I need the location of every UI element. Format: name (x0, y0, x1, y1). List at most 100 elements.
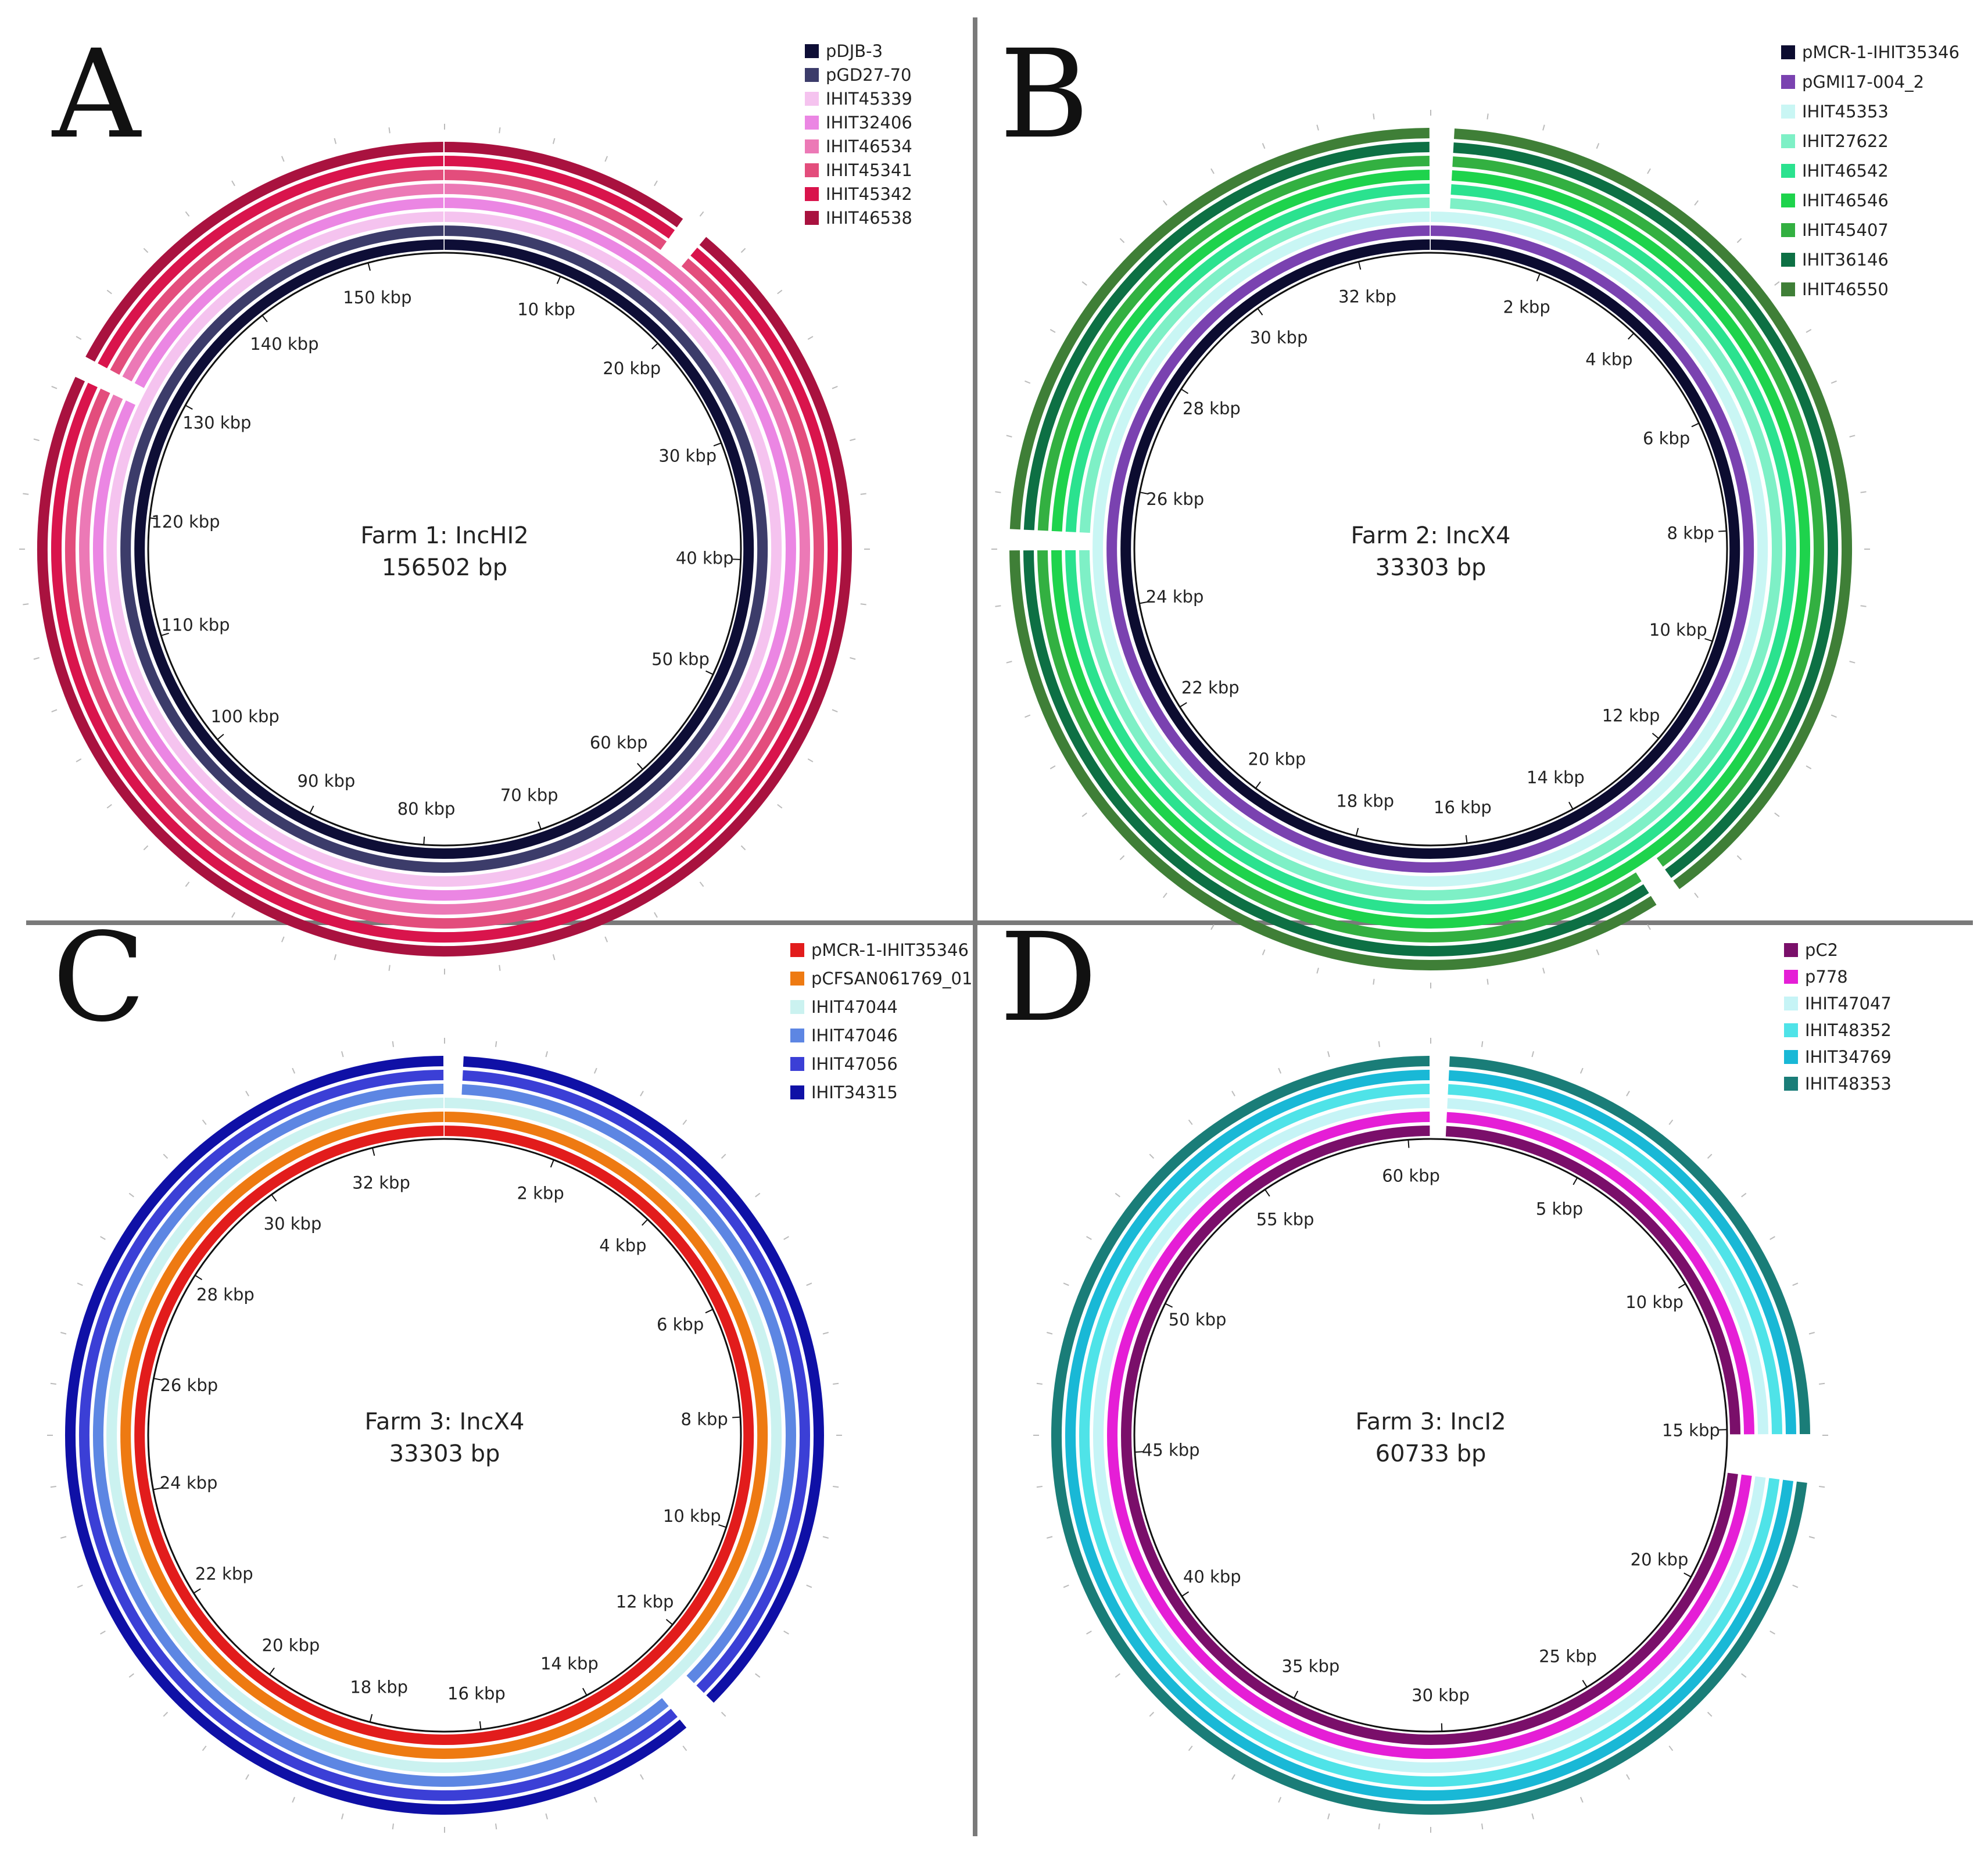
panel-c-outer-tick (822, 1332, 829, 1335)
panel-c-tick-label: 20 kbp (262, 1636, 320, 1655)
panel-b-outer-tick (1806, 329, 1812, 333)
panel-a-tick-label: 20 kbp (603, 359, 661, 378)
panel-d-tick-mark (1181, 1591, 1190, 1597)
panel-a-outer-tick (33, 657, 40, 660)
panel-a-outer-tick (499, 127, 501, 134)
panel-b-ring-ihit36146 (1023, 142, 1839, 957)
panel-a-outer-tick (807, 758, 814, 762)
panel-b-ring-pgmi17-004-2 (1106, 225, 1754, 873)
panel-b: B 2 kbp 4 kbp 6 kbp 8 kbp 10 kbp 12 kbp 14 kbp 1… (991, 23, 1960, 988)
panel-d-ring-segment (1448, 1084, 1782, 1435)
panel-a-outer-tick (552, 138, 556, 144)
panel-a-outer-tick (281, 156, 285, 162)
panel-d-outer-tick (1707, 1153, 1713, 1159)
panel-c-tick-mark (195, 1274, 203, 1281)
panel-b-ring-segment (1452, 156, 1824, 867)
panel-a-tick-label: 60 kbp (590, 733, 648, 752)
panel-b-outer-tick (1806, 765, 1812, 769)
panel-a-ring-ihit45342 (51, 156, 838, 943)
panel-b-ring-segment (1079, 198, 1782, 901)
panel-b-ring-segment (1009, 550, 1657, 970)
panel-c-tick-label: 24 kbp (160, 1473, 218, 1493)
panel-a-tick-mark (309, 805, 314, 814)
panel-c-tick-mark (550, 1159, 554, 1168)
panel-a-letter: A (51, 23, 142, 166)
panel-c-tick-mark (665, 1619, 673, 1625)
panel-c-tick-mark (732, 1416, 741, 1418)
panel-c-tick-mark (371, 1148, 375, 1156)
panel-c-outer-tick (163, 1153, 169, 1159)
panel-b-outer-tick (1647, 168, 1651, 174)
panel-a-outer-tick (76, 758, 82, 762)
panel-c: C 2 kbp 4 kbp 6 kbp 8 kbp 10 kbp 12 kbp 14 kbp 1… (47, 906, 972, 1833)
panel-b-outer-tick (1774, 281, 1780, 286)
panel-d-legend-swatch (1784, 1023, 1798, 1037)
panel-a-plasmid-size: 156502 bp (382, 554, 507, 581)
panel-d-ring-ihit34769 (1065, 1070, 1796, 1801)
panel-d-tick-label: 45 kbp (1142, 1440, 1200, 1460)
panel-a-outer-tick (832, 385, 838, 389)
panel-c-outer-tick (100, 1631, 106, 1635)
panel-b-legend-swatch (1781, 223, 1795, 237)
panel-c-tick-label: 4 kbp (599, 1236, 646, 1256)
panel-a-outer-tick (388, 127, 391, 134)
panel-c-ring-segment (120, 1112, 768, 1759)
panel-b-outer-tick (1736, 238, 1742, 243)
panel-d-tick-mark (1678, 1283, 1686, 1289)
panel-b-legend-label: IHIT45407 (1802, 220, 1889, 240)
panel-b-plasmid-title: Farm 2: IncX4 (1351, 522, 1511, 549)
panel-d-tick-label: 10 kbp (1625, 1292, 1683, 1312)
panel-c-outer-tick (721, 1153, 726, 1159)
panel-a: A 10 kbp 20 kbp 30 kbp 40 kbp 50 kbp 60 kbp 70 … (19, 23, 912, 974)
panel-a-tick-label: 70 kbp (500, 786, 558, 805)
panel-d-ring-ihit47047 (1093, 1098, 1768, 1773)
panel-d-tick-label: 30 kbp (1412, 1686, 1470, 1705)
panel-b-outer-tick (995, 605, 1001, 607)
panel-d-outer-tick (1741, 1673, 1747, 1678)
panel-b-outer-tick (1860, 605, 1867, 607)
panel-b-tick-label: 32 kbp (1338, 287, 1396, 307)
panel-a-outer-tick (699, 881, 704, 887)
panel-c-outer-tick (783, 1236, 789, 1240)
panel-a-ring-segment (51, 248, 838, 943)
panel-c-legend-swatch (790, 1000, 804, 1014)
panel-b-outer-tick (1210, 924, 1215, 930)
panel-d-tick-label: 50 kbp (1169, 1310, 1227, 1330)
panel-c-ring-segment (134, 1126, 754, 1745)
panel-b-tick-label: 22 kbp (1181, 678, 1240, 698)
panel-a-outer-tick (231, 912, 235, 918)
panel-d-outer-tick (1770, 1236, 1775, 1240)
panel-c-tick-mark (479, 1721, 482, 1730)
panel-c-legend-swatch (790, 1057, 804, 1071)
panel-c-tick-label: 8 kbp (681, 1410, 728, 1429)
panel-a-legend-swatch (805, 163, 819, 177)
panel-b-tick-label: 28 kbp (1183, 399, 1241, 418)
panel-b-outer-tick (1119, 238, 1125, 243)
panel-c-ring-segment (461, 1084, 796, 1683)
panel-d-outer-tick (1626, 1091, 1630, 1096)
panel-a-tick-mark (705, 670, 714, 675)
panel-b-ring-segment (1079, 198, 1430, 533)
panel-c-outer-tick (292, 1797, 296, 1803)
panel-a-legend-swatch (805, 92, 819, 106)
panel-c-ring-pmcr-1-ihit35346 (134, 1126, 754, 1745)
panel-b-ring-segment (1037, 550, 1642, 943)
panel-b-outer-tick (1849, 661, 1856, 664)
panel-d-tick-label: 15 kbp (1662, 1421, 1720, 1440)
panel-a-ring-segment (134, 239, 754, 859)
panel-b-tick-label: 2 kbp (1503, 298, 1550, 317)
panel-a-outer-tick (334, 138, 337, 144)
panel-c-tick-label: 14 kbp (540, 1654, 599, 1674)
panel-a-ring-ihit32406 (92, 198, 796, 901)
panel-c-plasmid-title: Farm 3: IncX4 (365, 1409, 525, 1435)
panel-b-ring-ihit45353 (1092, 212, 1768, 887)
panel-b-tick-mark (1718, 530, 1727, 532)
panel-d-legend-swatch (1784, 970, 1798, 984)
panel-c-outer-tick (163, 1711, 169, 1717)
panel-c-outer-tick (341, 1051, 344, 1058)
panel-d-outer-tick (1378, 1041, 1380, 1047)
panel-d-tick-label: 5 kbp (1536, 1199, 1583, 1219)
panel-d-legend-label: IHIT47047 (1805, 994, 1892, 1013)
panel-d-outer-tick (1626, 1774, 1630, 1780)
panel-c-outer-tick (593, 1067, 597, 1074)
